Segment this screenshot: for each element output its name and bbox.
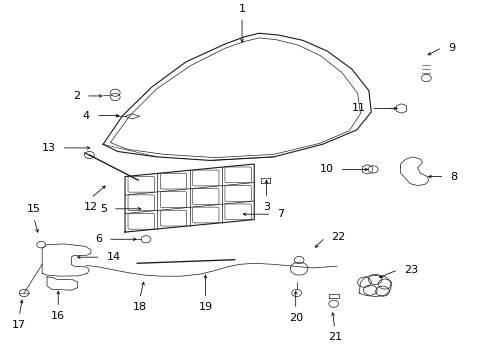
Text: 17: 17: [12, 320, 26, 330]
Text: 5: 5: [100, 204, 107, 214]
Text: 4: 4: [82, 111, 90, 121]
Text: 16: 16: [51, 311, 65, 321]
Text: 1: 1: [238, 4, 245, 14]
Text: 15: 15: [27, 204, 41, 214]
Text: 7: 7: [277, 209, 284, 219]
Text: 14: 14: [106, 252, 121, 262]
Text: 10: 10: [319, 165, 333, 174]
Text: 3: 3: [263, 202, 269, 212]
Text: 13: 13: [41, 143, 56, 153]
Text: 2: 2: [73, 91, 80, 101]
Text: 12: 12: [83, 202, 98, 212]
Text: 19: 19: [198, 302, 212, 312]
Text: 21: 21: [327, 332, 341, 342]
Text: 6: 6: [95, 234, 102, 244]
Text: 8: 8: [449, 172, 456, 181]
Text: 23: 23: [403, 265, 417, 275]
Text: 18: 18: [132, 302, 146, 312]
Text: 22: 22: [330, 233, 345, 243]
Text: 11: 11: [351, 103, 365, 113]
Text: 9: 9: [447, 42, 454, 53]
Text: 20: 20: [288, 313, 302, 323]
